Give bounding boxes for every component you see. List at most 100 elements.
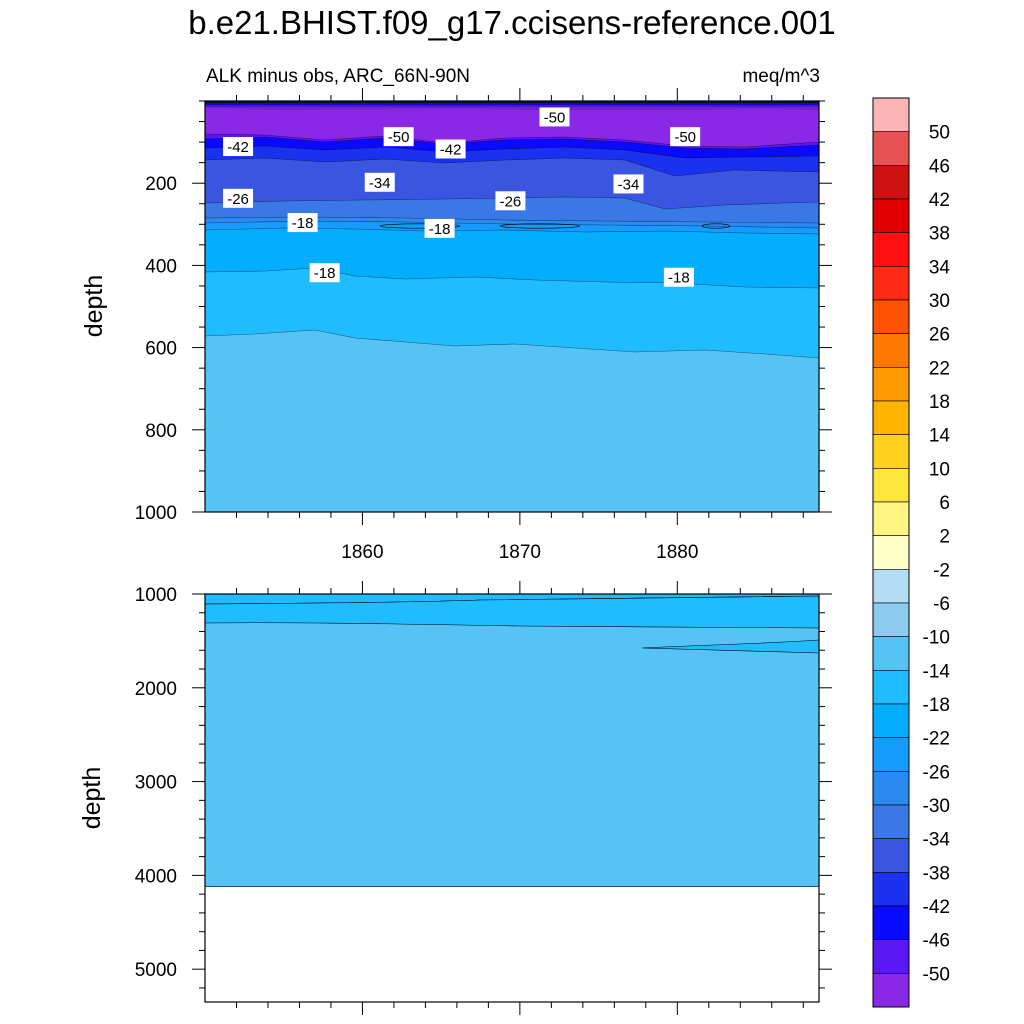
colorbar-label: 22 (929, 358, 950, 379)
colorbar-swatch (872, 165, 910, 200)
colorbar-swatch (872, 905, 910, 940)
contour-label-text: -18 (292, 215, 314, 232)
contour-label-1: -50 (383, 127, 414, 147)
lower-panel-fills (205, 594, 819, 887)
upper-panel-fills (205, 101, 819, 512)
contour-label-bg (383, 127, 414, 147)
lower-y-axis-label: depth (78, 767, 106, 830)
y-tick-label: 2000 (135, 679, 177, 700)
colorbar-swatch (872, 737, 910, 772)
colorbar-swatch (872, 939, 910, 974)
y-tick-label: 1000 (135, 503, 177, 524)
contour-label-5: -34 (364, 172, 395, 192)
y-tick-label: 4000 (135, 866, 177, 887)
y-tick-label: 5000 (135, 960, 177, 981)
contour-label-bg (309, 263, 340, 283)
contour-label-text: -18 (668, 270, 690, 287)
colorbar-label: 38 (929, 224, 950, 245)
colorbar-swatch (872, 771, 910, 806)
colorbar-label: 34 (929, 257, 951, 278)
colorbar-label: -2 (933, 560, 950, 581)
colorbar-label: 26 (929, 325, 950, 346)
colorbar-swatch (872, 804, 910, 839)
right-string: meq/m^3 (742, 66, 820, 87)
colorbar-swatch (872, 97, 910, 132)
colorbar-swatch (872, 299, 910, 334)
contour-label-text: -26 (500, 193, 522, 210)
colorbar-swatch (872, 602, 910, 637)
colorbar-label: -10 (923, 628, 950, 649)
y-tick-label: 200 (145, 174, 177, 195)
colorbar-frame (872, 97, 910, 1008)
contour-label-text: -42 (440, 141, 462, 158)
x-tick-label: 1880 (656, 542, 698, 563)
lower-panel-frame (204, 593, 820, 1003)
contour-label-9: -18 (287, 213, 318, 233)
contour-label-11: -18 (309, 263, 340, 283)
contour-label-text: -50 (544, 109, 566, 126)
upper-top-band (205, 108, 819, 116)
colorbar-swatch (872, 333, 910, 368)
colorbar-label: -34 (923, 830, 951, 851)
contour-label-text: -18 (314, 265, 336, 282)
lower-background-fill (205, 594, 819, 887)
x-tick-label: 1860 (341, 542, 383, 563)
colorbar-label: 50 (929, 123, 950, 144)
colorbar-label: -42 (923, 897, 950, 918)
contour-label-bg (670, 127, 701, 147)
colorbar: 50 46 42 38 34 30 26 22 18 14 10 6 2 -2 -6 -10 -14 -18 -22… (872, 97, 951, 1008)
colorbar-label: -26 (923, 762, 950, 783)
colorbar-label: 14 (929, 426, 951, 447)
contour-label-text: -50 (674, 129, 696, 146)
contour-label-bg (539, 107, 570, 127)
colorbar-swatch (872, 535, 910, 570)
contour-label-bg (364, 172, 395, 192)
colorbar-swatch (872, 198, 910, 233)
colorbar-swatch (872, 232, 910, 267)
upper-small-contour-2 (701, 223, 731, 229)
colorbar-label: -14 (923, 661, 951, 682)
colorbar-swatch (872, 367, 910, 402)
contour-label-text: -42 (227, 139, 249, 156)
colorbar-label: -46 (923, 931, 950, 952)
contour-label-text: -34 (369, 175, 391, 192)
colorbar-label: 6 (939, 493, 950, 514)
colorbar-swatch (872, 468, 910, 503)
contour-label-3: -42 (223, 137, 254, 157)
left-string: ALK minus obs, ARC_66N-90N (206, 66, 470, 87)
contour-label-bg (223, 188, 254, 208)
contour-label-12: -18 (663, 267, 694, 287)
colorbar-swatch (872, 973, 910, 1008)
y-tick-label: 3000 (135, 773, 177, 794)
upper-y-axis-label: depth (80, 275, 108, 338)
colorbar-label: 30 (929, 291, 950, 312)
contour-label-text: -18 (429, 221, 451, 238)
contour-label-bg (287, 213, 318, 233)
contour-label-10: -18 (424, 218, 455, 238)
colorbar-label: -6 (933, 594, 950, 615)
contour-label-2: -50 (670, 127, 701, 147)
colorbar-label: 2 (939, 527, 950, 548)
contour-label-text: -26 (227, 191, 249, 208)
contour-label-text: -34 (618, 176, 640, 193)
x-tick-label: 1870 (499, 542, 541, 563)
y-tick-label: 600 (145, 339, 177, 360)
main-title: b.e21.BHIST.f09_g17.ccisens-reference.00… (188, 4, 836, 41)
colorbar-swatch (872, 703, 910, 738)
colorbar-label: -22 (923, 729, 950, 750)
contour-label-bg (223, 137, 254, 157)
colorbar-swatch (872, 636, 910, 671)
contour-label-bg (435, 139, 466, 159)
upper-panel-contour-labels: -50 -50 -50 -42 -42 -34 -34 -26 -26 -18 -18 -18 -18 (223, 107, 701, 287)
contour-label-bg (663, 267, 694, 287)
contour-label-6: -34 (613, 174, 644, 194)
contour-label-8: -26 (495, 191, 526, 211)
contour-label-text: -50 (388, 129, 410, 146)
contour-label-bg (613, 174, 644, 194)
colorbar-label: -38 (923, 863, 950, 884)
colorbar-swatch (872, 569, 910, 604)
y-tick-label: 1000 (135, 585, 177, 606)
lower-top-band-b (205, 595, 819, 629)
contour-label-0: -50 (539, 107, 570, 127)
